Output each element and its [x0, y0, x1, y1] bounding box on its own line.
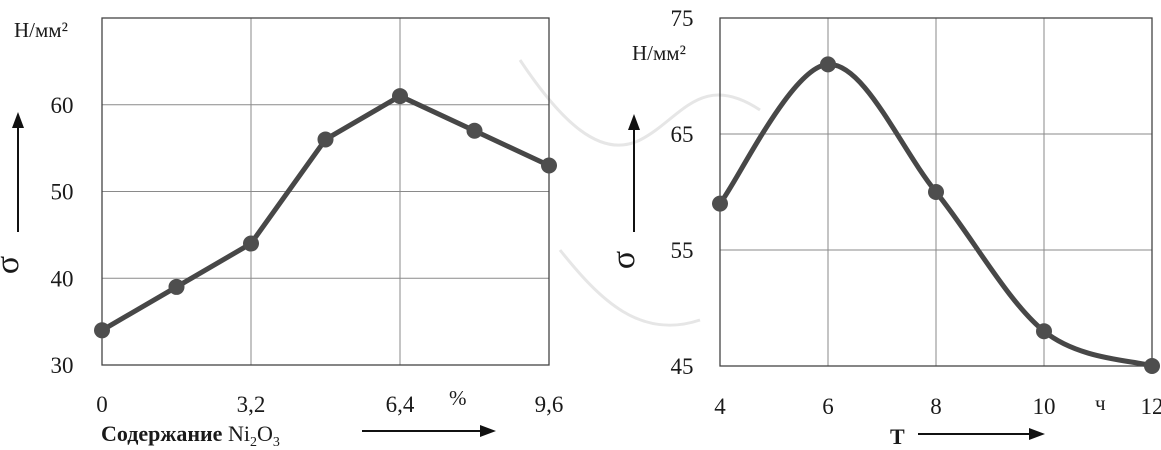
x-tick-label: 6 — [822, 394, 834, 419]
data-point — [820, 56, 836, 73]
chart-nickel-oxide-content: 30 40 50 60 0 3,2 6,4 9,6 Н/мм² % σ Содержание… — [0, 17, 563, 450]
x-tick-label: 3,2 — [237, 392, 266, 417]
data-point — [392, 88, 408, 105]
y-axis-arrow — [628, 114, 640, 232]
y-axis-symbol: σ — [605, 251, 642, 269]
data-point — [94, 322, 110, 339]
data-point — [317, 131, 334, 148]
plot-frame — [719, 17, 1153, 367]
x-tick-labels: 0 3,2 6,4 9,6 — [96, 392, 563, 417]
chart-time: 45 55 65 75 4 6 8 10 12 Н/мм² ч σ T — [605, 6, 1161, 449]
y-tick-labels: 45 55 65 75 — [671, 6, 694, 379]
data-point — [1036, 323, 1052, 340]
x-unit-label: ч — [1095, 391, 1106, 415]
grid-lines — [101, 18, 550, 365]
x-tick-label: 10 — [1033, 394, 1056, 419]
x-axis-label: T — [890, 424, 905, 449]
y-unit-label: Н/мм² — [632, 41, 686, 65]
x-tick-label: 12 — [1141, 394, 1161, 419]
x-unit-label: % — [449, 386, 467, 410]
y-tick-label: 55 — [671, 238, 694, 263]
x-axis-arrow — [362, 425, 496, 437]
series-points — [94, 88, 557, 339]
y-axis-arrow — [12, 112, 24, 232]
data-point — [168, 278, 185, 295]
data-point — [243, 235, 259, 252]
data-point — [1144, 358, 1160, 374]
x-tick-label: 6,4 — [386, 392, 415, 417]
y-tick-label: 60 — [51, 93, 74, 118]
y-tick-label: 65 — [671, 122, 694, 147]
y-tick-label: 45 — [671, 354, 694, 379]
y-tick-label: 50 — [51, 180, 74, 205]
data-point — [541, 157, 557, 174]
data-point — [712, 195, 728, 212]
y-tick-label: 40 — [51, 266, 74, 291]
y-tick-label: 75 — [671, 6, 694, 31]
y-unit-label: Н/мм² — [14, 18, 68, 42]
series-points — [712, 56, 1160, 374]
x-tick-label: 0 — [96, 392, 108, 417]
data-point — [466, 122, 483, 139]
plot-frame — [101, 17, 550, 366]
x-tick-label: 8 — [930, 394, 942, 419]
x-tick-label: 4 — [714, 394, 726, 419]
x-axis-arrow — [918, 428, 1045, 440]
y-axis-symbol: σ — [0, 256, 26, 274]
x-tick-labels: 4 6 8 10 12 — [714, 394, 1161, 419]
watermark — [518, 59, 761, 327]
x-tick-label: 9,6 — [535, 392, 564, 417]
y-tick-labels: 30 40 50 60 — [51, 93, 74, 378]
x-axis-label: Содержание Ni2O3 — [101, 421, 280, 450]
data-point — [928, 184, 944, 200]
y-tick-label: 30 — [51, 353, 74, 378]
